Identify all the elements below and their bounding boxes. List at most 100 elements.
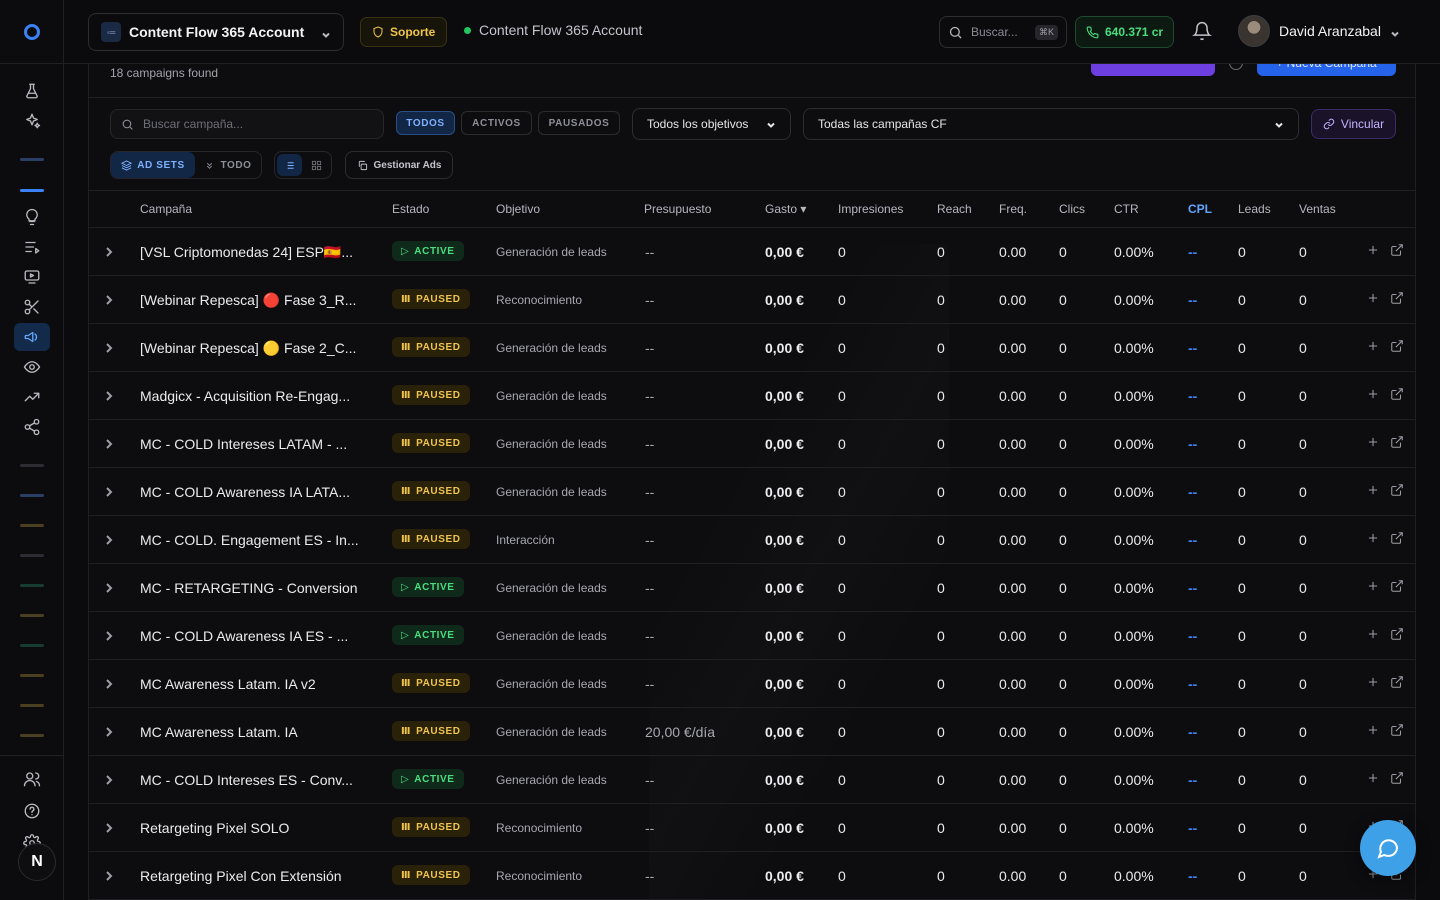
campaign-name[interactable]: MC - RETARGETING - Conversion <box>140 580 358 596</box>
users-icon[interactable] <box>20 767 44 791</box>
add-icon[interactable] <box>1366 531 1380 545</box>
support-button[interactable]: Soporte <box>360 17 448 47</box>
chevron-right-icon[interactable] <box>104 629 114 641</box>
chevron-right-icon[interactable] <box>104 293 114 305</box>
campaign-name[interactable]: MC Awareness Latam. IA <box>140 724 298 740</box>
table-row[interactable]: [VSL Criptomonedas 24] ESP🇪🇸... ▷ ACTIVE Ge… <box>89 228 1415 276</box>
help-icon[interactable] <box>1229 64 1243 70</box>
eye-icon[interactable] <box>20 355 44 379</box>
th-ctr[interactable]: CTR <box>1114 202 1139 216</box>
link-button[interactable]: Vincular <box>1311 109 1396 139</box>
filter-all-pill[interactable]: TODOS <box>396 111 455 135</box>
seg-todo[interactable]: TODO <box>195 152 261 178</box>
add-icon[interactable] <box>1366 435 1380 449</box>
th-impressions[interactable]: Impresiones <box>838 202 904 216</box>
table-row[interactable]: Retargeting Pixel SOLO Ⅲ PAUSED Reconocimie… <box>89 804 1415 852</box>
chevron-right-icon[interactable] <box>104 869 114 881</box>
table-row[interactable]: Retargeting Pixel Con Extensión Ⅲ PAUSED Re… <box>89 852 1415 900</box>
table-row[interactable]: [Webinar Repesca] 🔴 Fase 3_R... Ⅲ PAUSED Re… <box>89 276 1415 324</box>
add-icon[interactable] <box>1366 675 1380 689</box>
chevron-right-icon[interactable] <box>104 821 114 833</box>
th-cpl[interactable]: CPL <box>1188 202 1212 216</box>
chevron-right-icon[interactable] <box>104 437 114 449</box>
campaign-search-input[interactable]: Buscar campaña... <box>110 109 384 139</box>
megaphone-icon[interactable] <box>14 323 50 351</box>
campaign-name[interactable]: MC - COLD Awareness IA ES - ... <box>140 628 349 644</box>
th-objective[interactable]: Objetivo <box>496 202 541 216</box>
th-status[interactable]: Estado <box>392 202 430 216</box>
external-link-icon[interactable] <box>1390 675 1404 689</box>
chevron-right-icon[interactable] <box>104 725 114 737</box>
table-row[interactable]: MC - COLD Awareness IA LATA... Ⅲ PAUSED Gen… <box>89 468 1415 516</box>
table-row[interactable]: MC - COLD Intereses ES - Conv... ▷ ACTIVE G… <box>89 756 1415 804</box>
campaign-name[interactable]: MC - COLD. Engagement ES - In... <box>140 532 359 548</box>
external-link-icon[interactable] <box>1390 483 1404 497</box>
account-selector[interactable]: ◦═ Content Flow 365 Account <box>88 13 344 51</box>
sparkles-icon[interactable] <box>20 109 44 133</box>
th-campaign[interactable]: Campaña <box>140 202 193 216</box>
chevron-right-icon[interactable] <box>104 389 114 401</box>
chat-button[interactable] <box>1360 820 1416 876</box>
bell-icon[interactable] <box>1192 21 1214 43</box>
external-link-icon[interactable] <box>1390 723 1404 737</box>
campaign-name[interactable]: Retargeting Pixel SOLO <box>140 820 290 836</box>
chevron-right-icon[interactable] <box>104 341 114 353</box>
grid-view-icon[interactable] <box>304 154 329 176</box>
campaign-name[interactable]: MC Awareness Latam. IA v2 <box>140 676 316 692</box>
purple-action-button[interactable] <box>1091 64 1215 76</box>
workspace-avatar[interactable]: N <box>18 843 56 881</box>
seg-adsets[interactable]: AD SETS <box>111 152 195 178</box>
th-freq[interactable]: Freq. <box>999 202 1028 216</box>
new-campaign-button[interactable]: + Nueva Campaña <box>1257 64 1396 76</box>
th-sales[interactable]: Ventas <box>1299 202 1336 216</box>
chevron-right-icon[interactable] <box>104 533 114 545</box>
chevron-right-icon[interactable] <box>104 485 114 497</box>
add-icon[interactable] <box>1366 723 1380 737</box>
th-clicks[interactable]: Clics <box>1059 202 1085 216</box>
th-leads[interactable]: Leads <box>1238 202 1271 216</box>
flask-icon[interactable] <box>20 79 44 103</box>
user-menu[interactable]: David Aranzabal <box>1238 15 1400 47</box>
objective-select[interactable]: Todos los objetivos <box>632 108 791 140</box>
add-icon[interactable] <box>1366 291 1380 305</box>
share-icon[interactable] <box>20 415 44 439</box>
external-link-icon[interactable] <box>1390 387 1404 401</box>
filter-paused-pill[interactable]: PAUSADOS <box>538 111 620 135</box>
add-icon[interactable] <box>1366 627 1380 641</box>
external-link-icon[interactable] <box>1390 291 1404 305</box>
add-icon[interactable] <box>1366 483 1380 497</box>
campaign-name[interactable]: Retargeting Pixel Con Extensión <box>140 868 342 884</box>
external-link-icon[interactable] <box>1390 531 1404 545</box>
external-link-icon[interactable] <box>1390 579 1404 593</box>
add-icon[interactable] <box>1366 579 1380 593</box>
cf-campaign-select[interactable]: Todas las campañas CF <box>803 108 1299 140</box>
external-link-icon[interactable] <box>1390 627 1404 641</box>
filter-active-pill[interactable]: ACTIVOS <box>461 111 532 135</box>
chevron-right-icon[interactable] <box>104 773 114 785</box>
table-row[interactable]: MC Awareness Latam. IA v2 Ⅲ PAUSED Generaci… <box>89 660 1415 708</box>
chevron-right-icon[interactable] <box>104 581 114 593</box>
external-link-icon[interactable] <box>1390 771 1404 785</box>
th-spend[interactable]: Gasto ▾ <box>765 202 807 216</box>
lightbulb-icon[interactable] <box>20 205 44 229</box>
app-logo-icon[interactable] <box>24 24 40 40</box>
campaign-name[interactable]: [Webinar Repesca] 🟡 Fase 2_C... <box>140 340 357 356</box>
table-row[interactable]: MC - COLD. Engagement ES - In... Ⅲ PAUSED I… <box>89 516 1415 564</box>
table-row[interactable]: MC - COLD Awareness IA ES - ... ▷ ACTIVE Ge… <box>89 612 1415 660</box>
campaign-name[interactable]: [VSL Criptomonedas 24] ESP🇪🇸... <box>140 244 354 260</box>
global-search[interactable]: Buscar... ⌘K <box>939 16 1067 48</box>
credits-badge[interactable]: 640.371 cr <box>1075 16 1175 48</box>
th-reach[interactable]: Reach <box>937 202 972 216</box>
chevron-right-icon[interactable] <box>104 245 114 257</box>
campaign-name[interactable]: MC - COLD Intereses LATAM - ... <box>140 436 348 452</box>
external-link-icon[interactable] <box>1390 435 1404 449</box>
table-row[interactable]: Madgicx - Acquisition Re-Engag... Ⅲ PAUSED… <box>89 372 1415 420</box>
list-icon[interactable] <box>20 235 44 259</box>
campaign-name[interactable]: [Webinar Repesca] 🔴 Fase 3_R... <box>140 292 357 308</box>
add-icon[interactable] <box>1366 339 1380 353</box>
add-icon[interactable] <box>1366 243 1380 257</box>
table-row[interactable]: MC - RETARGETING - Conversion ▷ ACTIVE Gene… <box>89 564 1415 612</box>
external-link-icon[interactable] <box>1390 243 1404 257</box>
monitor-play-icon[interactable] <box>20 265 44 289</box>
list-view-icon[interactable] <box>277 154 302 176</box>
